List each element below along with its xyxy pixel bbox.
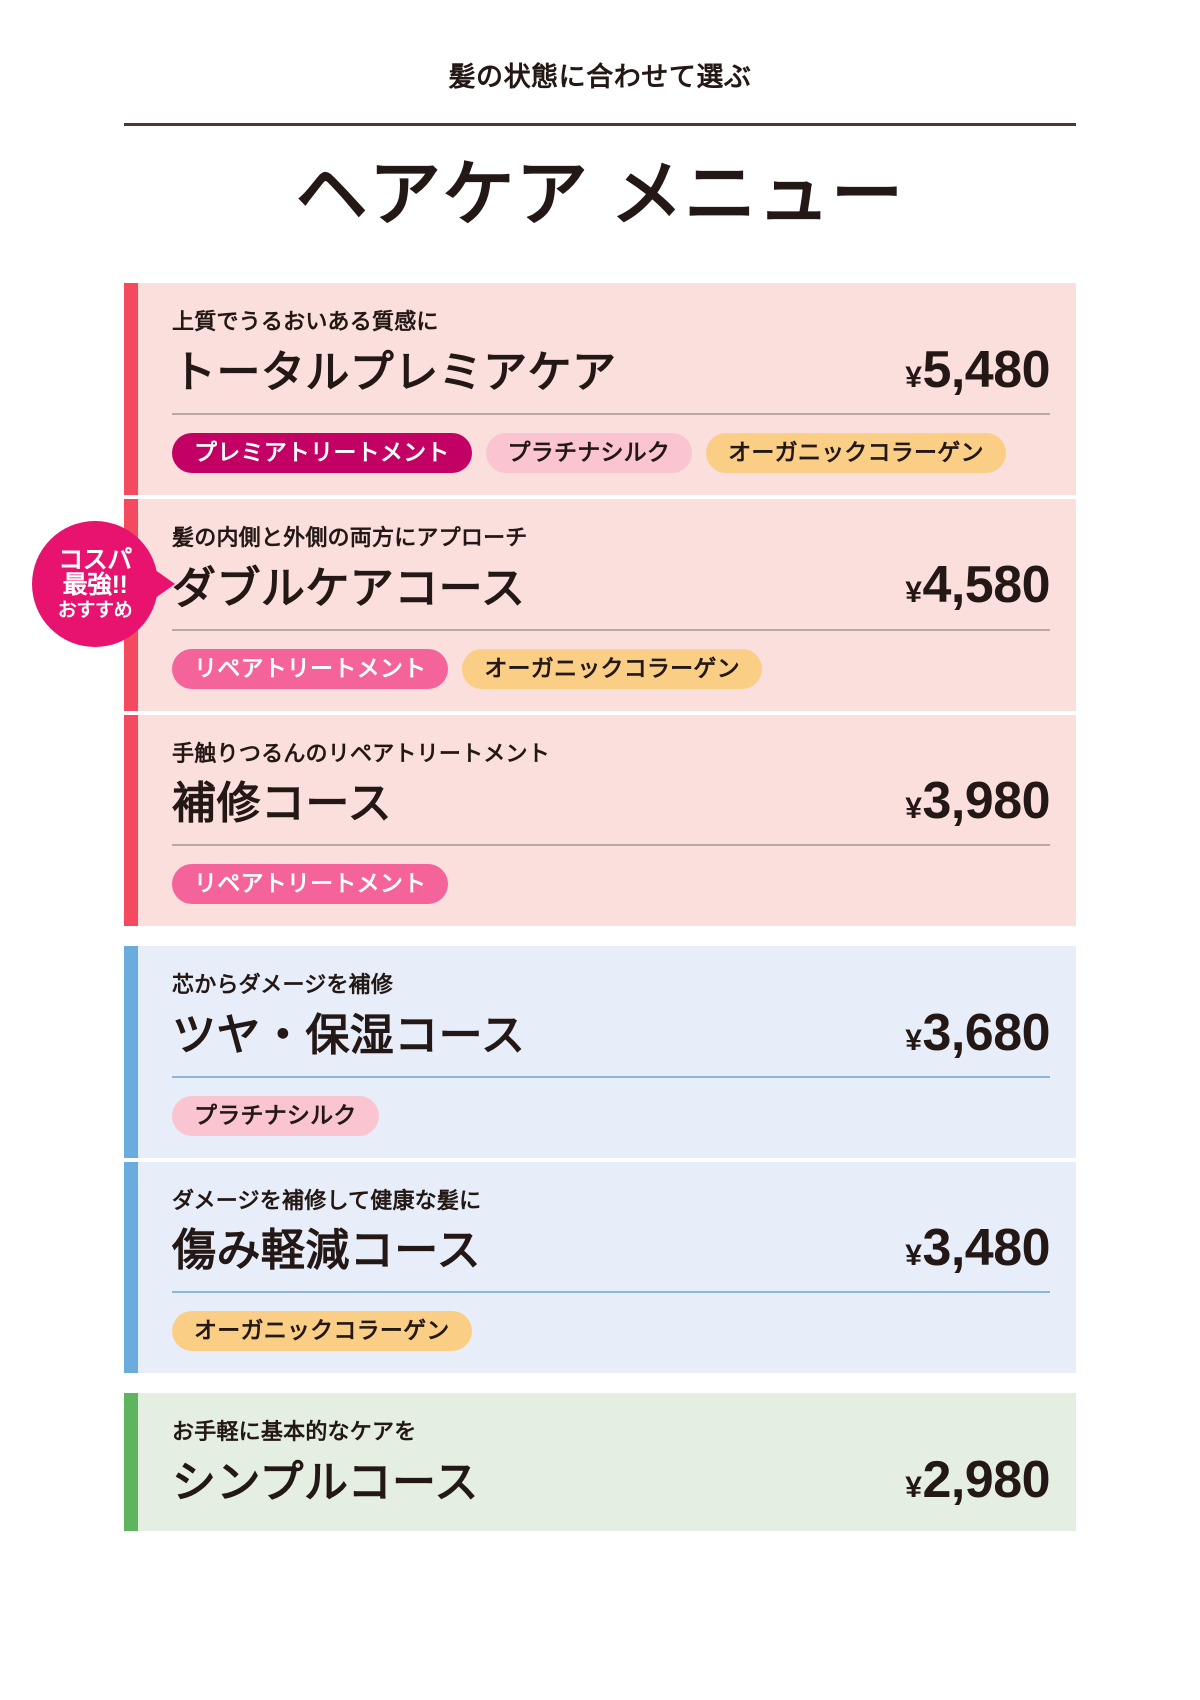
badge-line-3: おすすめ: [57, 599, 133, 621]
course-tag[interactable]: プレミアトリートメント: [172, 433, 472, 473]
price-amount: 3,980: [922, 771, 1050, 830]
course-body: 芯からダメージを補修ツヤ・保湿コース ¥3,680 プラチナシルク: [138, 946, 1076, 1158]
course-tag-list: プレミアトリートメント プラチナシルク オーガニックコラーゲン: [172, 433, 1050, 473]
course-body: お手軽に基本的なケアをシンプルコース ¥2,980: [138, 1393, 1076, 1531]
course-list: 上質でうるおいある質感にトータルプレミアケア ¥5,480 プレミアトリートメントプ…: [32, 283, 1076, 1531]
course-tag[interactable]: オーガニックコラーゲン: [172, 1311, 472, 1352]
course-tag-list: プラチナシルク: [172, 1095, 1050, 1136]
currency-symbol: ¥: [905, 791, 922, 825]
header-divider: [124, 123, 1076, 126]
price-amount: 5,480: [922, 340, 1050, 399]
course-divider: [172, 1075, 1050, 1078]
course-lead: 上質でうるおいある質感に: [172, 309, 439, 335]
course-lead: 芯からダメージを補修: [172, 972, 394, 998]
course-group-blue: 芯からダメージを補修ツヤ・保湿コース ¥3,680 プラチナシルクダメージを補修して…: [124, 946, 1076, 1374]
course-price: ¥4,580: [905, 557, 1050, 614]
course-group-green: お手軽に基本的なケアをシンプルコース ¥2,980: [124, 1393, 1076, 1531]
course-lead: ダメージを補修して健康な髪に: [172, 1187, 482, 1213]
badge-circle: コスパ 最強!! おすすめ: [32, 521, 158, 647]
course-name: 傷み軽減コース: [172, 1226, 481, 1276]
course-tag[interactable]: リペアトリートメント: [172, 864, 449, 905]
course-main-row: シンプルコース ¥2,980: [172, 1450, 1051, 1509]
course-tag[interactable]: オーガニックコラーゲン: [706, 433, 1006, 473]
accent-bar: [124, 946, 138, 1158]
page-title: ヘアケア メニュー: [295, 155, 905, 235]
course-name: トータルプレミアケア: [172, 348, 617, 398]
recommend-badge: コスパ 最強!! おすすめ: [32, 521, 175, 647]
course-tag[interactable]: オーガニックコラーゲン: [462, 648, 762, 689]
price-amount: 3,680: [922, 1003, 1050, 1062]
badge-line-1: コスパ: [58, 545, 132, 574]
currency-symbol: ¥: [905, 360, 922, 394]
page-eyebrow: 髪の状態に合わせて選ぶ: [448, 62, 752, 92]
course-tag-list: リペアトリートメント オーガニックコラーゲン: [172, 648, 1050, 689]
course-card[interactable]: ダメージを補修して健康な髪に傷み軽減コース ¥3,480 オーガニックコラーゲン: [124, 1161, 1076, 1374]
badge-pointer-icon: [151, 567, 175, 601]
price-amount: 2,980: [922, 1450, 1050, 1509]
course-tag[interactable]: プラチナシルク: [172, 1095, 379, 1136]
course-main-row: トータルプレミアケア ¥5,480: [172, 340, 1051, 399]
course-main-row: 傷み軽減コース ¥3,480: [172, 1219, 1051, 1278]
accent-bar: [124, 1161, 138, 1374]
accent-bar: [124, 283, 138, 495]
course-card[interactable]: 髪の内側と外側の両方にアプローチダブルケアコース ¥4,580 リペアトリートメント…: [32, 499, 1076, 711]
course-card[interactable]: 芯からダメージを補修ツヤ・保湿コース ¥3,680 プラチナシルク: [124, 946, 1076, 1158]
course-tag-list: オーガニックコラーゲン: [172, 1311, 1050, 1352]
course-tag[interactable]: プラチナシルク: [485, 433, 693, 473]
course-card[interactable]: 上質でうるおいある質感にトータルプレミアケア ¥5,480 プレミアトリートメントプ…: [124, 283, 1076, 495]
currency-symbol: ¥: [905, 1023, 922, 1057]
course-main-row: 補修コース ¥3,980: [172, 771, 1051, 830]
course-divider: [172, 413, 1050, 415]
course-lead: お手軽に基本的なケアを: [172, 1419, 417, 1445]
course-price: ¥3,480: [905, 1219, 1050, 1278]
course-price: ¥2,980: [905, 1450, 1050, 1509]
currency-symbol: ¥: [905, 576, 922, 610]
price-amount: 4,580: [922, 556, 1050, 615]
currency-symbol: ¥: [905, 1470, 922, 1504]
course-main-row: ツヤ・保湿コース ¥3,680: [172, 1003, 1051, 1062]
course-name: ツヤ・保湿コース: [172, 1010, 526, 1060]
course-tag[interactable]: リペアトリートメント: [172, 648, 449, 689]
course-price: ¥5,480: [905, 340, 1050, 399]
course-card[interactable]: 手触りつるんのリペアトリートメント補修コース ¥3,980 リペアトリートメント: [124, 714, 1076, 927]
accent-bar: [124, 1393, 138, 1531]
accent-bar: [124, 714, 138, 927]
course-card[interactable]: お手軽に基本的なケアをシンプルコース ¥2,980: [124, 1393, 1076, 1531]
course-body: 上質でうるおいある質感にトータルプレミアケア ¥5,480 プレミアトリートメントプ…: [138, 283, 1076, 495]
course-lead: 髪の内側と外側の両方にアプローチ: [172, 525, 528, 550]
course-main-row: ダブルケアコース ¥4,580: [172, 557, 1051, 614]
course-body: 髪の内側と外側の両方にアプローチダブルケアコース ¥4,580 リペアトリートメント…: [138, 499, 1076, 711]
course-divider: [172, 628, 1050, 631]
course-divider: [172, 844, 1050, 847]
currency-symbol: ¥: [905, 1239, 922, 1273]
course-price: ¥3,980: [905, 771, 1050, 830]
course-price: ¥3,680: [905, 1003, 1050, 1062]
course-divider: [172, 1291, 1050, 1294]
badge-line-2: 最強!!: [62, 571, 128, 600]
course-tag-list: リペアトリートメント: [172, 864, 1050, 905]
course-body: ダメージを補修して健康な髪に傷み軽減コース ¥3,480 オーガニックコラーゲン: [138, 1161, 1076, 1374]
course-name: シンプルコース: [172, 1457, 479, 1507]
course-name: ダブルケアコース: [172, 563, 526, 613]
page-header: 髪の状態に合わせて選ぶ ヘアケア メニュー: [0, 0, 1200, 235]
course-group-pink: 上質でうるおいある質感にトータルプレミアケア ¥5,480 プレミアトリートメントプ…: [32, 283, 1076, 927]
course-body: 手触りつるんのリペアトリートメント補修コース ¥3,980 リペアトリートメント: [138, 714, 1076, 927]
course-name: 補修コース: [172, 779, 392, 829]
price-amount: 3,480: [922, 1219, 1050, 1278]
course-lead: 手触りつるんのリペアトリートメント: [172, 740, 550, 766]
